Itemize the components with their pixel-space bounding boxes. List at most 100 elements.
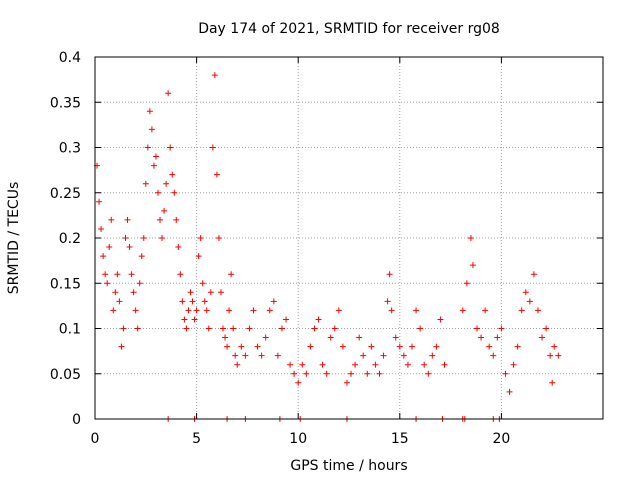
data-point — [161, 207, 168, 214]
data-point — [339, 343, 346, 350]
y-tick-label: 0.4 — [59, 50, 81, 66]
data-point — [270, 298, 277, 305]
data-point — [303, 370, 310, 377]
data-point — [356, 334, 363, 341]
data-point — [380, 352, 387, 359]
data-point — [396, 343, 403, 350]
data-point — [128, 271, 135, 278]
data-point — [148, 126, 155, 133]
x-tick-label: 10 — [289, 431, 307, 447]
data-point — [228, 271, 235, 278]
data-point — [175, 244, 182, 251]
data-point — [514, 343, 521, 350]
data-point — [295, 379, 302, 386]
data-point — [177, 271, 184, 278]
data-point — [392, 334, 399, 341]
data-point — [187, 289, 194, 296]
data-point — [311, 325, 318, 332]
data-point — [510, 361, 517, 368]
data-point — [144, 144, 151, 151]
data-point — [502, 370, 509, 377]
data-point — [555, 352, 562, 359]
data-point — [413, 307, 420, 314]
data-point — [482, 307, 489, 314]
data-point — [429, 352, 436, 359]
data-point — [209, 144, 216, 151]
data-point — [348, 370, 355, 377]
data-point — [498, 325, 505, 332]
y-tick-label: 0.2 — [59, 231, 81, 247]
data-point — [124, 216, 131, 223]
data-point — [146, 108, 153, 115]
data-point — [100, 253, 107, 260]
data-point — [232, 352, 239, 359]
data-point — [118, 343, 125, 350]
data-point — [242, 352, 249, 359]
data-point — [157, 216, 164, 223]
data-point — [478, 334, 485, 341]
data-point — [201, 298, 208, 305]
data-point — [217, 289, 224, 296]
data-point — [126, 244, 133, 251]
data-point — [274, 352, 281, 359]
data-point — [549, 379, 556, 386]
data-point — [114, 271, 121, 278]
data-point — [360, 352, 367, 359]
data-point — [327, 334, 334, 341]
data-point — [195, 253, 202, 260]
data-point — [421, 361, 428, 368]
data-point — [463, 280, 470, 287]
data-point — [543, 325, 550, 332]
data-point — [307, 343, 314, 350]
data-point — [130, 289, 137, 296]
data-point — [368, 343, 375, 350]
data-point — [486, 343, 493, 350]
data-point — [96, 198, 103, 205]
data-point — [163, 180, 170, 187]
data-point — [203, 307, 210, 314]
data-point — [173, 216, 180, 223]
data-point — [167, 144, 174, 151]
data-point — [404, 361, 411, 368]
data-point — [199, 280, 206, 287]
data-point — [197, 235, 204, 241]
y-tick-label: 0.1 — [59, 322, 81, 338]
data-point — [154, 189, 161, 196]
y-tick-label: 0.25 — [50, 186, 81, 202]
data-point — [343, 379, 350, 386]
data-point — [193, 307, 200, 314]
data-point — [211, 72, 218, 79]
data-point — [226, 307, 233, 314]
data-point — [534, 307, 541, 314]
data-point — [315, 316, 322, 323]
data-point — [183, 325, 190, 332]
data-point — [246, 325, 253, 332]
data-point — [169, 171, 176, 178]
data-point — [551, 343, 558, 350]
data-point — [441, 361, 448, 368]
data-point — [437, 316, 444, 323]
data-point — [386, 271, 393, 278]
x-tick-label: 15 — [391, 431, 409, 447]
data-point — [132, 307, 139, 314]
data-point — [266, 307, 273, 314]
data-point — [142, 180, 149, 187]
data-point — [467, 235, 474, 241]
data-point — [376, 370, 383, 377]
y-tick-label: 0.05 — [50, 367, 81, 383]
data-point — [181, 316, 188, 323]
data-point — [433, 343, 440, 350]
data-point — [234, 361, 241, 368]
data-point — [474, 325, 481, 332]
data-point — [108, 216, 115, 223]
data-point — [110, 307, 117, 314]
data-point — [388, 307, 395, 314]
data-point — [283, 316, 290, 323]
data-point — [224, 343, 231, 350]
x-tick-label: 0 — [91, 431, 100, 447]
data-point — [159, 235, 166, 241]
data-point — [220, 325, 227, 332]
x-axis-label: GPS time / hours — [290, 458, 407, 474]
data-point — [547, 352, 554, 359]
data-point — [238, 343, 245, 350]
